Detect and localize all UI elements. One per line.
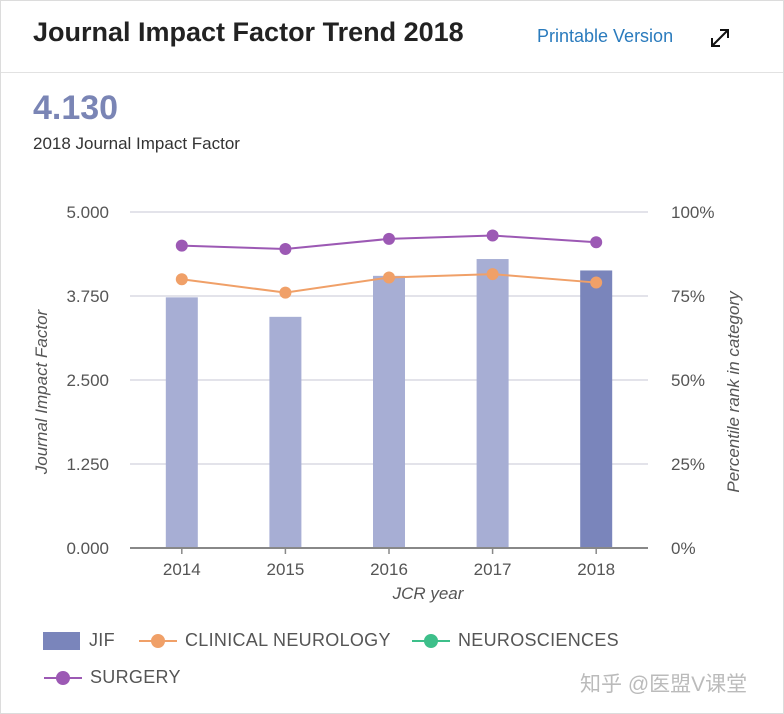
series-point bbox=[175, 239, 188, 252]
legend-line-swatch bbox=[412, 634, 450, 648]
y-tick-label: 5.000 bbox=[66, 203, 109, 222]
legend-line-swatch bbox=[139, 634, 177, 648]
series-point bbox=[486, 268, 499, 281]
x-tick-label: 2017 bbox=[474, 560, 512, 579]
x-tick-label: 2015 bbox=[266, 560, 304, 579]
jif-caption: 2018 Journal Impact Factor bbox=[33, 134, 240, 153]
series-point bbox=[383, 232, 395, 245]
axis-labels: Journal Impact Factor Percentile rank in… bbox=[32, 290, 743, 603]
y-axis-right-title: Percentile rank in category bbox=[724, 290, 743, 493]
page-title: Journal Impact Factor Trend 2018 bbox=[33, 17, 464, 47]
legend-label-jif: JIF bbox=[89, 630, 115, 650]
series-point bbox=[279, 242, 292, 255]
series-point bbox=[590, 236, 603, 249]
jif-bar bbox=[373, 275, 405, 548]
expand-icon[interactable] bbox=[705, 23, 735, 53]
series-point bbox=[383, 271, 395, 284]
jif-bar bbox=[165, 297, 198, 548]
jif-bar bbox=[580, 270, 613, 548]
y-right-tick-label: 50% bbox=[671, 371, 705, 390]
legend-bar-swatch bbox=[43, 632, 80, 650]
watermark-text: 知乎 @医盟V课堂 bbox=[580, 673, 748, 696]
bar-series bbox=[165, 259, 613, 548]
x-axis-title: JCR year bbox=[392, 584, 465, 603]
x-tick-label: 2014 bbox=[163, 560, 201, 579]
legend-label-neurosciences: NEUROSCIENCES bbox=[458, 630, 619, 650]
axes: 0.000 1.250 2.500 3.750 5.000 0% 25% 50% 75% 100%… bbox=[66, 203, 714, 579]
jif-value: 4.130 bbox=[33, 89, 119, 127]
y-right-tick-label: 75% bbox=[671, 287, 705, 306]
series-point bbox=[279, 286, 292, 299]
y-right-tick-label: 100% bbox=[671, 203, 714, 222]
legend-label-clinical-neurology: CLINICAL NEUROLOGY bbox=[185, 630, 391, 650]
series-point bbox=[486, 229, 499, 242]
x-tick-label: 2018 bbox=[577, 560, 615, 579]
y-tick-label: 1.250 bbox=[66, 455, 109, 474]
y-right-tick-label: 25% bbox=[671, 455, 705, 474]
y-tick-label: 0.000 bbox=[66, 539, 109, 558]
jif-bar bbox=[476, 259, 509, 548]
x-tick-label: 2016 bbox=[370, 560, 408, 579]
y-tick-label: 3.750 bbox=[66, 287, 109, 306]
y-axis-title: Journal Impact Factor bbox=[32, 308, 51, 475]
series-point bbox=[590, 276, 603, 289]
legend-label-surgery: SURGERY bbox=[90, 667, 181, 687]
card-header: Journal Impact Factor Trend 2018 Printab… bbox=[1, 1, 783, 73]
series-point bbox=[175, 273, 188, 286]
printable-version-link[interactable]: Printable Version bbox=[537, 26, 674, 46]
legend-line-swatch bbox=[44, 671, 82, 685]
line-series bbox=[175, 229, 603, 299]
jif-bar bbox=[269, 316, 302, 548]
y-right-tick-label: 0% bbox=[671, 539, 696, 558]
y-tick-label: 2.500 bbox=[66, 371, 109, 390]
